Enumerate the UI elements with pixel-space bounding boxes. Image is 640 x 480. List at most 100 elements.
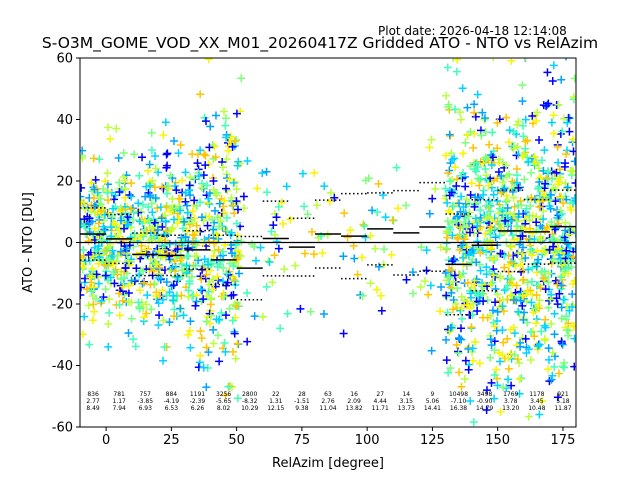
scatter-point (307, 227, 316, 236)
scatter-point (472, 258, 481, 267)
scatter-point (87, 178, 96, 187)
scatter-point (553, 142, 562, 151)
scatter-point (518, 291, 527, 300)
scatter-point (443, 198, 452, 207)
scatter-point (549, 129, 558, 138)
scatter-point (100, 210, 109, 219)
scatter-point (442, 335, 451, 344)
scatter-point (218, 163, 227, 172)
scatter-point (122, 244, 131, 253)
scatter-point (387, 250, 396, 259)
scatter-point (474, 38, 482, 46)
scatter-point (456, 115, 465, 124)
scatter-point (112, 124, 121, 133)
scatter-point (456, 324, 465, 333)
scatter-point (116, 207, 125, 216)
bin-mean-label: -8.32 (242, 398, 258, 405)
scatter-point (231, 354, 240, 363)
scatter-point (186, 317, 195, 326)
scatter-point (549, 111, 558, 120)
scatter-point (528, 263, 537, 272)
scatter-point (561, 218, 570, 227)
scatter-point (436, 307, 445, 316)
scatter-point (227, 291, 236, 300)
scatter-point (509, 144, 518, 153)
scatter-point (129, 335, 138, 344)
scatter-point (222, 213, 231, 222)
scatter-point (115, 289, 124, 298)
scatter-point (153, 204, 162, 213)
bin-std-label: 7.94 (112, 405, 126, 412)
scatter-point (222, 154, 231, 163)
scatter-point (142, 182, 151, 191)
scatter-point (456, 272, 465, 281)
scatter-point (519, 243, 528, 252)
scatter-point (124, 288, 133, 297)
scatter-point (505, 209, 514, 218)
scatter-point (233, 394, 242, 403)
scatter-point (193, 159, 202, 168)
scatter-point (237, 237, 246, 246)
scatter-point (145, 160, 154, 169)
scatter-point (115, 178, 124, 187)
scatter-point (264, 257, 273, 266)
scatter-point (455, 245, 464, 254)
scatter-point (481, 114, 490, 123)
bin-std-label: 10.29 (241, 405, 258, 412)
scatter-point (178, 176, 187, 185)
scatter-point (167, 225, 176, 234)
scatter-point (486, 222, 495, 231)
scatter-point (535, 434, 543, 442)
scatter-point (470, 129, 479, 138)
scatter-point (544, 167, 553, 176)
scatter-point (228, 142, 237, 151)
scatter-point (148, 223, 157, 232)
scatter-point (512, 178, 521, 187)
scatter-point (544, 355, 553, 364)
scatter-point (179, 224, 188, 233)
scatter-point (224, 142, 233, 151)
scatter-point (518, 81, 527, 90)
scatter-point (89, 194, 98, 203)
scatter-point (201, 117, 210, 126)
scatter-point (339, 252, 348, 261)
scatter-point (221, 347, 230, 356)
scatter-point (454, 234, 463, 243)
scatter-point (549, 61, 558, 70)
scatter-point (310, 169, 319, 178)
scatter-point (105, 256, 114, 265)
scatter-point (481, 165, 490, 174)
scatter-point (258, 312, 267, 321)
scatter-point (543, 430, 551, 438)
scatter-point (448, 155, 457, 164)
scatter-point (127, 179, 136, 188)
scatter-point (563, 183, 572, 192)
scatter-point (490, 322, 499, 331)
scatter-point (450, 154, 459, 163)
scatter-point (457, 304, 466, 313)
scatter-point (532, 117, 541, 126)
scatter-point (161, 118, 170, 127)
scatter-point (527, 251, 536, 260)
scatter-point (286, 215, 295, 224)
scatter-point (484, 181, 493, 190)
scatter-point (501, 216, 510, 225)
scatter-point (499, 383, 508, 392)
scatter-point (106, 273, 115, 282)
scatter-point (473, 90, 482, 99)
bin-mean-label: 5.18 (556, 398, 570, 405)
scatter-point (178, 266, 187, 275)
scatter-point (498, 178, 507, 187)
scatter-point (88, 316, 97, 325)
scatter-point (553, 393, 562, 402)
scatter-point (118, 296, 127, 305)
scatter-point (209, 177, 218, 186)
scatter-point (147, 128, 156, 137)
bin-mean-label: -7.10 (451, 398, 467, 405)
bin-std-label: 6.26 (191, 405, 205, 412)
scatter-point (494, 155, 503, 164)
scatter-point (222, 226, 231, 235)
scatter-point (155, 263, 164, 272)
scatter-point (447, 188, 456, 197)
scatter-point (126, 233, 135, 242)
